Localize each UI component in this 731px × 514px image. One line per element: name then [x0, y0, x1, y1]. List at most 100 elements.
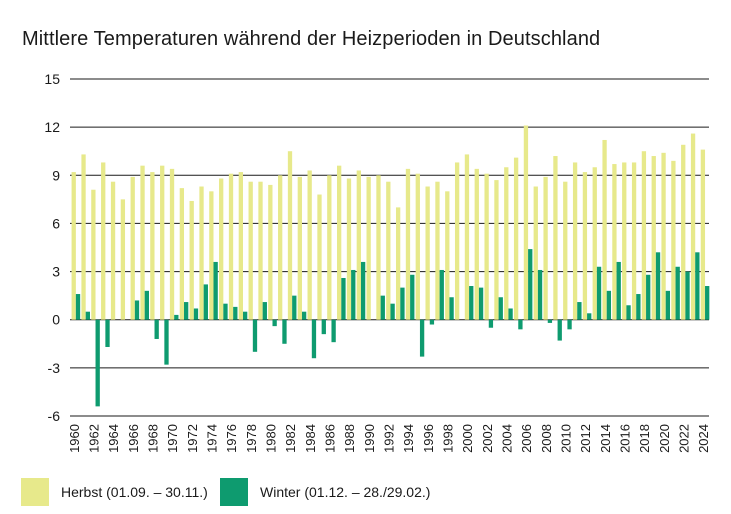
- bar-herbst-1992: [386, 181, 391, 320]
- bar-winter-2009: [557, 319, 562, 341]
- bar-winter-1982: [292, 295, 297, 320]
- bar-herbst-1972: [189, 200, 194, 320]
- bar-herbst-2002: [484, 173, 489, 320]
- x-tick-label: 2022: [676, 424, 691, 453]
- bar-herbst-1996: [425, 186, 430, 320]
- bar-herbst-1983: [297, 176, 302, 320]
- x-tick-label: 1992: [382, 424, 397, 453]
- bar-winter-1994: [410, 274, 415, 320]
- bar-winter-1980: [272, 319, 277, 327]
- bar-herbst-2007: [533, 186, 538, 320]
- bar-winter-1976: [233, 306, 238, 320]
- bar-winter-2004: [508, 308, 513, 320]
- x-tick-label: 2012: [578, 424, 593, 453]
- x-tick-label: 2010: [558, 424, 573, 453]
- y-tick-label: -6: [48, 408, 61, 424]
- x-tick-label: 1996: [421, 424, 436, 453]
- x-tick-label: 1998: [440, 424, 455, 453]
- bar-winter-2020: [665, 290, 671, 320]
- bar-herbst-1970: [169, 168, 175, 320]
- x-tick-label: 1978: [244, 424, 259, 453]
- bar-herbst-1997: [435, 181, 440, 320]
- bar-herbst-1980: [268, 184, 273, 320]
- bar-winter-1978: [252, 319, 258, 352]
- bar-herbst-1981: [278, 175, 283, 320]
- bar-herbst-2019: [651, 156, 656, 320]
- bar-winter-2005: [518, 319, 523, 330]
- bar-winter-2003: [498, 297, 503, 320]
- bar-winter-1967: [144, 290, 149, 320]
- y-tick-label: 12: [44, 119, 60, 135]
- bar-winter-1974: [213, 261, 218, 320]
- bar-winter-1961: [85, 311, 90, 320]
- bar-winter-1977: [243, 311, 248, 320]
- bar-winter-1966: [134, 300, 140, 320]
- bar-herbst-2010: [563, 181, 568, 320]
- x-tick-label: 1970: [165, 424, 180, 453]
- bar-herbst-2022: [681, 144, 686, 320]
- bar-herbst-1999: [454, 162, 460, 320]
- legend-label-herbst: Herbst (01.09. – 30.11.): [61, 484, 208, 500]
- bar-winter-2008: [547, 319, 553, 323]
- x-tick-label: 2002: [480, 424, 495, 453]
- y-axis-labels: 15 12 9 6 3 0 -3 -6: [44, 71, 60, 424]
- x-tick-label: 1990: [362, 424, 377, 453]
- bar-winter-1985: [321, 319, 326, 335]
- x-tick-label: 1982: [283, 424, 298, 453]
- x-tick-label: 1974: [205, 424, 220, 453]
- bar-winter-1991: [380, 295, 385, 320]
- bar-herbst-1966: [130, 176, 135, 320]
- bar-herbst-1995: [415, 173, 420, 320]
- bar-herbst-1994: [405, 168, 411, 320]
- bar-herbst-2004: [504, 167, 509, 320]
- x-tick-label: 1988: [342, 424, 357, 453]
- bar-winter-2021: [675, 266, 680, 320]
- x-tick-label: 2006: [519, 424, 534, 453]
- bar-herbst-1978: [248, 181, 253, 320]
- bar-winter-2017: [636, 294, 641, 320]
- bar-herbst-1964: [110, 181, 116, 320]
- bar-herbst-2005: [513, 157, 519, 320]
- bar-winter-1963: [105, 319, 110, 347]
- chart-plot: 15 12 9 6 3 0 -3 -6 1960 1962 1964 1966 1968 1970 197…: [44, 71, 711, 453]
- bar-herbst-2006: [523, 125, 529, 320]
- bar-herbst-1968: [150, 172, 155, 320]
- bar-winter-1993: [400, 287, 405, 320]
- bar-herbst-1991: [376, 175, 381, 320]
- bar-herbst-1961: [81, 154, 86, 320]
- bar-winter-2016: [626, 305, 631, 320]
- bar-winter-2007: [537, 269, 543, 320]
- y-tick-label: -3: [48, 360, 61, 376]
- bar-herbst-1998: [445, 191, 450, 320]
- bar-herbst-1977: [238, 172, 243, 320]
- bar-winter-1970: [174, 314, 179, 320]
- x-tick-label: 1964: [106, 424, 121, 453]
- bar-winter-1986: [331, 319, 336, 343]
- bar-herbst-1973: [199, 186, 204, 320]
- bar-herbst-2003: [494, 180, 499, 320]
- bar-herbst-1965: [120, 199, 126, 320]
- bar-winter-1998: [449, 297, 454, 320]
- x-tick-label: 2020: [657, 424, 672, 453]
- bar-winter-1975: [223, 303, 228, 320]
- bar-herbst-1962: [91, 189, 96, 320]
- bar-winter-2013: [596, 266, 602, 320]
- bar-herbst-2013: [592, 167, 597, 320]
- bar-herbst-1990: [366, 176, 371, 320]
- bar-winter-1968: [154, 319, 159, 339]
- x-tick-label: 2014: [598, 424, 613, 453]
- bar-herbst-2017: [631, 162, 637, 320]
- x-tick-label: 1980: [264, 424, 279, 453]
- bar-winter-2014: [606, 290, 612, 320]
- bar-herbst-1988: [346, 178, 352, 320]
- bar-herbst-1979: [258, 181, 263, 320]
- bar-winter-2001: [478, 287, 484, 320]
- bar-herbst-2018: [641, 151, 647, 320]
- legend-swatch-herbst: [21, 478, 49, 506]
- bar-winter-1987: [341, 277, 346, 320]
- bar-herbst-2009: [553, 156, 558, 320]
- x-tick-label: 2024: [696, 424, 711, 453]
- bar-herbst-2000: [464, 154, 470, 320]
- bar-herbst-1993: [395, 207, 401, 320]
- bar-herbst-1960: [71, 172, 76, 320]
